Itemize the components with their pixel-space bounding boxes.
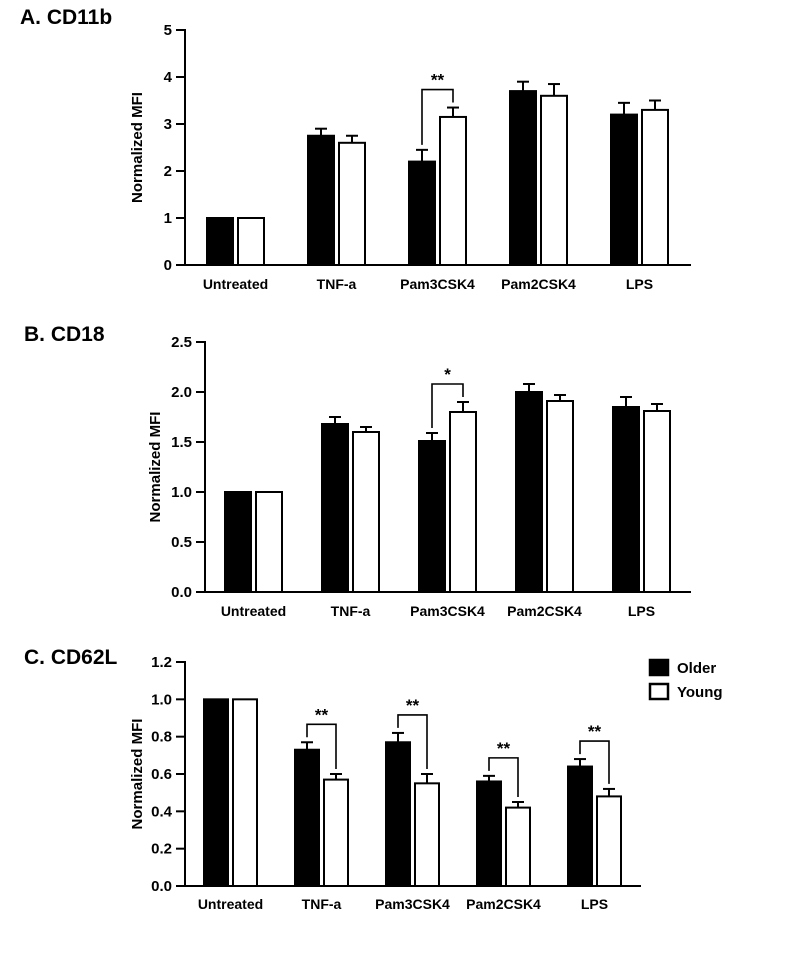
y-tick-label: 0 bbox=[164, 257, 172, 274]
category-label: TNF-a bbox=[331, 603, 371, 619]
category-label: Pam2CSK4 bbox=[501, 276, 576, 292]
bar-older bbox=[321, 423, 349, 593]
significance-bracket bbox=[421, 88, 454, 145]
panel-cd11b: A. CD11b 0 1 2 3 4 5 Normalized MFI Untreated TN… bbox=[0, 0, 800, 315]
y-tick-label: 0.2 bbox=[151, 841, 172, 858]
panel-cd62l: C. CD62L 0.0 0.2 0.4 0.6 0.8 1.0 1.2 Normalized… bbox=[0, 640, 800, 968]
cd18-bar-chart: 0.0 0.5 1.0 1.5 2.0 2.5 Normalized MFI Untreate… bbox=[147, 334, 691, 619]
category-label: LPS bbox=[626, 276, 653, 292]
category-label: Untreated bbox=[198, 896, 263, 912]
significance-bracket bbox=[306, 723, 337, 769]
bar-young bbox=[255, 491, 283, 593]
bar-young bbox=[540, 94, 568, 266]
significance-stars: ** bbox=[497, 739, 511, 758]
bar-young bbox=[414, 782, 440, 887]
category-label: Untreated bbox=[221, 603, 286, 619]
significance-stars: ** bbox=[406, 696, 420, 715]
category-label: Pam2CSK4 bbox=[507, 603, 582, 619]
category-label: Pam2CSK4 bbox=[466, 896, 541, 912]
y-tick-label: 1.5 bbox=[171, 434, 192, 451]
significance-bracket bbox=[488, 757, 519, 797]
y-tick-label: 5 bbox=[164, 22, 172, 39]
significance-stars: ** bbox=[431, 71, 445, 90]
y-tick-label: 2.5 bbox=[171, 334, 192, 351]
bar-young bbox=[596, 795, 622, 887]
bar-young bbox=[439, 115, 467, 266]
panel-cd18: B. CD18 0.0 0.5 1.0 1.5 2.0 2.5 Normalized MFI… bbox=[0, 315, 800, 640]
category-label: TNF-a bbox=[302, 896, 342, 912]
bar-young bbox=[643, 410, 671, 593]
bar-older bbox=[408, 160, 436, 267]
significance-stars: * bbox=[444, 365, 451, 384]
significance-bracket bbox=[579, 740, 610, 784]
y-axis-label: Normalized MFI bbox=[129, 92, 146, 203]
bar-young bbox=[449, 411, 477, 593]
cd11b-bar-chart: 0 1 2 3 4 5 Normalized MFI Untreated TNF-a Pam3CS… bbox=[129, 22, 691, 292]
legend-label: Older bbox=[677, 660, 716, 677]
legend-swatch bbox=[648, 682, 670, 701]
bar-young bbox=[505, 806, 531, 888]
bar-young bbox=[338, 141, 366, 266]
bar-older bbox=[610, 113, 638, 266]
bar-young bbox=[232, 698, 258, 888]
panel-title-cd11b: A. CD11b bbox=[20, 6, 113, 29]
bar-older bbox=[515, 391, 543, 593]
y-tick-label: 1.0 bbox=[151, 691, 172, 708]
bar-older bbox=[224, 491, 252, 593]
bar-young bbox=[323, 778, 349, 888]
bar-young bbox=[641, 108, 669, 267]
bar-older bbox=[476, 780, 502, 887]
legend-label: Young bbox=[677, 684, 723, 701]
bar-young bbox=[237, 217, 265, 266]
category-label: LPS bbox=[581, 896, 608, 912]
y-tick-label: 2 bbox=[164, 163, 172, 180]
y-tick-label: 0.5 bbox=[171, 534, 192, 551]
y-tick-label: 0.0 bbox=[171, 584, 192, 601]
bar-older bbox=[567, 765, 593, 887]
category-label: Pam3CSK4 bbox=[375, 896, 450, 912]
y-tick-label: 0.4 bbox=[151, 803, 173, 820]
bar-young bbox=[352, 431, 380, 593]
significance-bracket bbox=[431, 383, 464, 428]
y-tick-label: 4 bbox=[164, 69, 173, 86]
category-label: TNF-a bbox=[317, 276, 357, 292]
y-tick-label: 1 bbox=[164, 210, 172, 227]
category-label: Untreated bbox=[203, 276, 268, 292]
bar-young bbox=[546, 400, 574, 593]
bar-older bbox=[294, 748, 320, 887]
legend-swatch bbox=[648, 658, 670, 677]
y-tick-label: 1.0 bbox=[171, 484, 192, 501]
y-axis-label: Normalized MFI bbox=[129, 719, 146, 830]
significance-bracket bbox=[397, 714, 428, 769]
bar-older bbox=[203, 698, 229, 888]
bar-older bbox=[612, 406, 640, 593]
category-label: LPS bbox=[628, 603, 655, 619]
y-tick-label: 1.2 bbox=[151, 654, 172, 671]
panel-title-cd18: B. CD18 bbox=[24, 323, 105, 346]
y-tick-label: 2.0 bbox=[171, 384, 192, 401]
y-tick-label: 0.6 bbox=[151, 766, 172, 783]
y-tick-label: 0.0 bbox=[151, 878, 172, 895]
significance-stars: ** bbox=[315, 705, 329, 724]
y-tick-label: 3 bbox=[164, 116, 172, 133]
bar-older bbox=[418, 440, 446, 593]
significance-stars: ** bbox=[588, 722, 602, 741]
bar-older bbox=[307, 134, 335, 266]
y-axis-label: Normalized MFI bbox=[147, 412, 164, 523]
bar-older bbox=[385, 741, 411, 888]
category-label: Pam3CSK4 bbox=[400, 276, 475, 292]
bar-older bbox=[509, 90, 537, 266]
y-tick-label: 0.8 bbox=[151, 729, 172, 746]
bar-older bbox=[206, 217, 234, 266]
category-label: Pam3CSK4 bbox=[410, 603, 485, 619]
panel-title-cd62l: C. CD62L bbox=[24, 646, 118, 669]
cd62l-bar-chart: 0.0 0.2 0.4 0.6 0.8 1.0 1.2 Normalized MFI Untre… bbox=[129, 654, 723, 912]
